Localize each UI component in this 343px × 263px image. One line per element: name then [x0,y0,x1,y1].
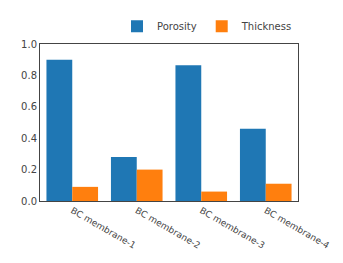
svg-text:0.6: 0.6 [21,101,37,112]
svg-text:BC membrane-2: BC membrane-2 [134,205,203,250]
svg-text:BC membrane-1: BC membrane-1 [69,205,138,250]
svg-text:1.0: 1.0 [21,39,37,50]
svg-text:Thickness: Thickness [241,21,291,32]
svg-text:0.2: 0.2 [21,164,37,175]
svg-text:BC membrane-3: BC membrane-3 [198,205,267,250]
svg-text:0.0: 0.0 [21,196,37,207]
svg-text:Porosity: Porosity [157,21,197,32]
svg-text:0.4: 0.4 [21,133,37,144]
svg-text:BC membrane-4: BC membrane-4 [263,205,332,250]
svg-text:0.8: 0.8 [21,70,37,81]
